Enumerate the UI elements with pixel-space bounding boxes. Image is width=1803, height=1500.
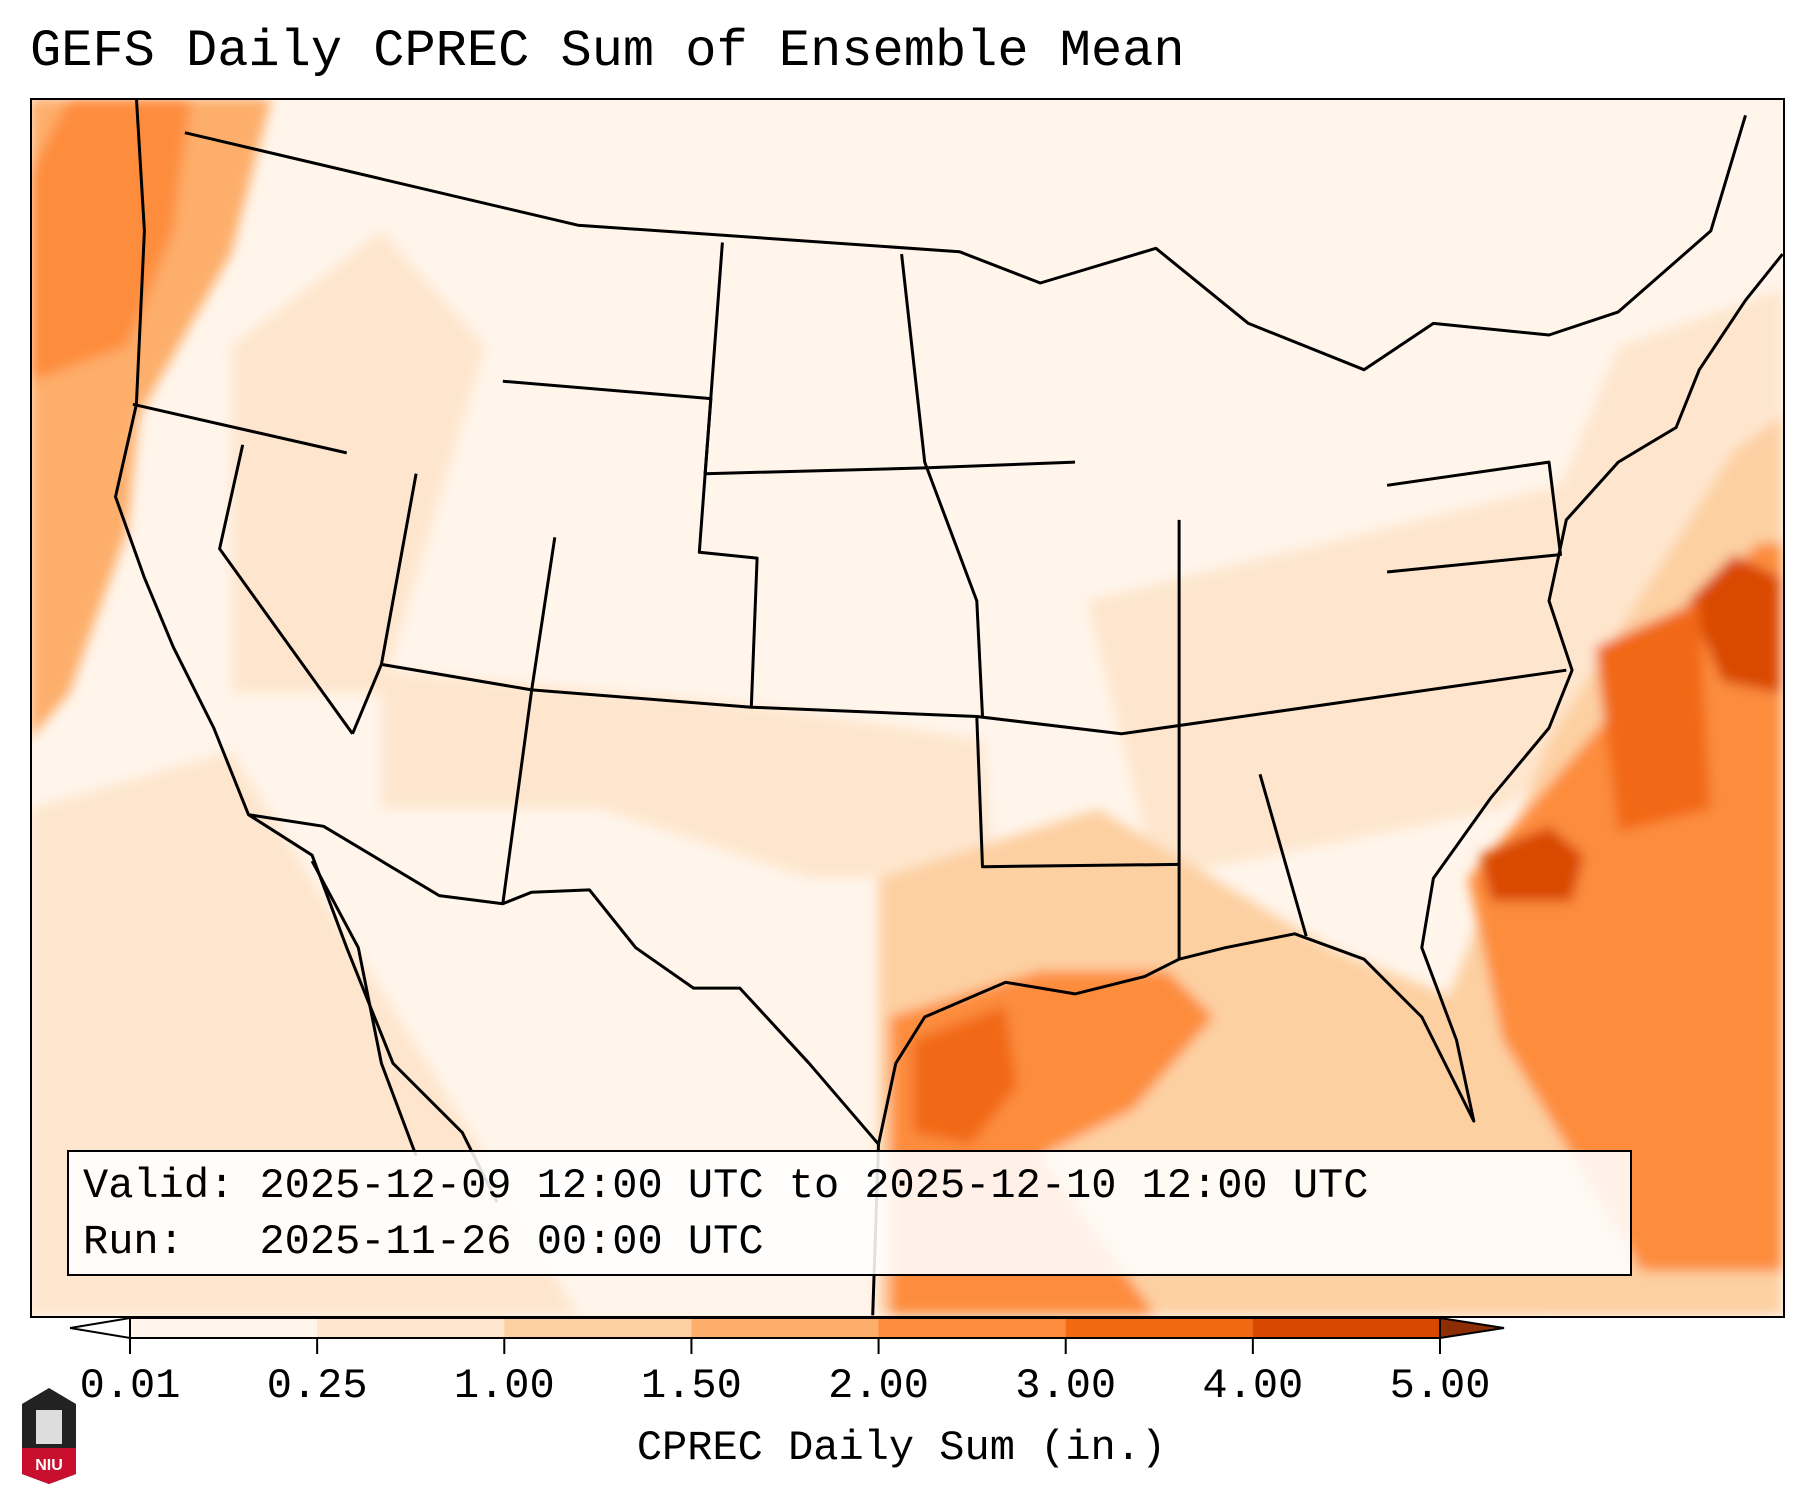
colorbar-segment [317, 1318, 505, 1338]
colorbar-segment [691, 1318, 880, 1338]
colorbar-label: CPREC Daily Sum (in.) [636, 1424, 1167, 1472]
colorbar-segment [1065, 1318, 1254, 1338]
valid-run-box: Valid: 2025-12-09 12:00 UTC to 2025-12-1… [67, 1150, 1632, 1276]
colorbar-tick-label: 1.00 [453, 1362, 555, 1410]
coastline-mexico-west [310, 860, 418, 1157]
state-line [1386, 460, 1562, 574]
precip-max-atlantic-south [1479, 826, 1584, 902]
colorbar-tick-label: 5.00 [1389, 1362, 1491, 1410]
coastline-conus [114, 98, 1783, 1146]
chart-title: GEFS Daily CPREC Sum of Ensemble Mean [30, 22, 1185, 81]
precip-area-pacific-core [30, 98, 191, 382]
colorbar-segment [1252, 1318, 1441, 1338]
run-label: Run: [83, 1218, 184, 1266]
precip-max-atlantic-north [1687, 554, 1781, 694]
colorbar-outline [129, 1317, 1441, 1339]
state-line [218, 444, 354, 735]
colorbar-segment [130, 1318, 318, 1338]
valid-label: Valid: [83, 1162, 235, 1210]
colorbar-tick-label: 0.25 [266, 1362, 368, 1410]
colorbar-segment [504, 1318, 692, 1338]
colorbar-tick-label: 0.01 [79, 1362, 181, 1410]
colorbar-tick-label: 1.50 [641, 1362, 742, 1410]
state-line [502, 379, 1076, 476]
colorbar-tick-label: 2.00 [828, 1362, 929, 1410]
precip-area-southwest [381, 670, 995, 879]
precip-area-atlantic-heavy [1595, 600, 1711, 833]
state-line [975, 716, 1180, 869]
svg-text:NIU: NIU [35, 1457, 63, 1474]
niu-logo: NIU [22, 1388, 76, 1484]
precip-map [30, 98, 1783, 1316]
precip-area-east [1086, 288, 1783, 879]
colorbar-segment [878, 1318, 1067, 1338]
precip-area-west [231, 230, 486, 694]
state-line [501, 537, 557, 904]
colorbar-tick-label: 4.00 [1202, 1362, 1304, 1410]
state-line [381, 662, 1567, 736]
state-line [900, 253, 984, 717]
state-line [1258, 773, 1308, 937]
precip-max-gulf [913, 1005, 1018, 1145]
colorbar-tick-label: 3.00 [1015, 1362, 1117, 1410]
border-canada [184, 114, 1747, 372]
state-line [132, 402, 348, 455]
colorbar-under-arrow [70, 1316, 131, 1340]
valid-value: 2025-12-09 12:00 UTC to 2025-12-10 12:00… [259, 1162, 1369, 1210]
run-value: 2025-11-26 00:00 UTC [259, 1218, 764, 1266]
state-line [351, 473, 418, 735]
colorbar [70, 1316, 1505, 1354]
colorbar-over-arrow [1439, 1316, 1505, 1340]
